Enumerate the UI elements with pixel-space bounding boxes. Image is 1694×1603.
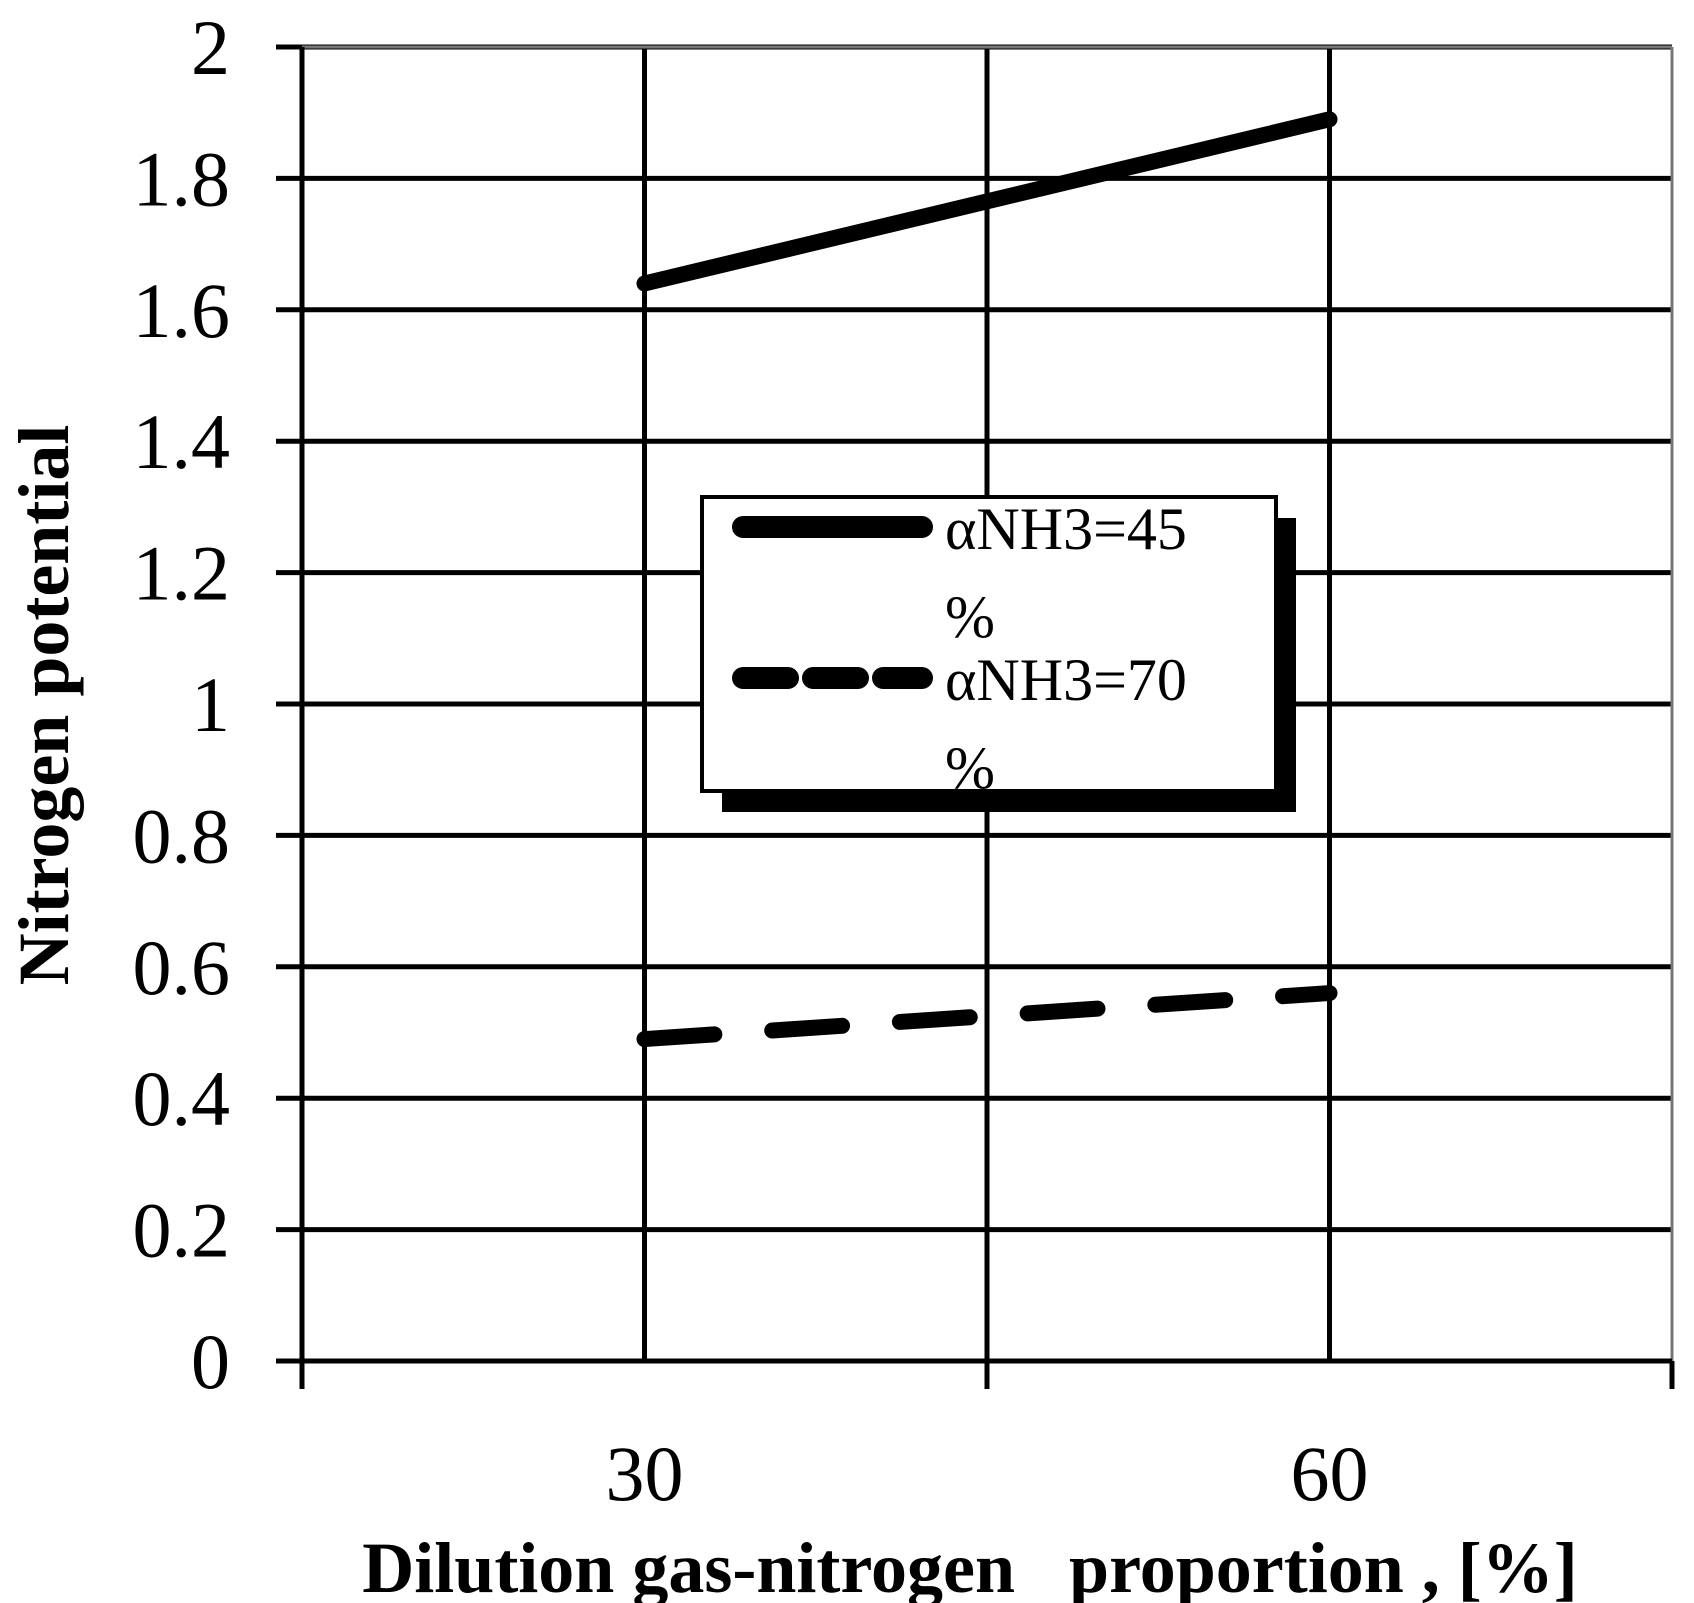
y-tick-label: 1 (191, 661, 230, 748)
series-line-1 (636, 111, 1338, 292)
legend-label-2: % (945, 735, 995, 801)
legend-label-1: % (945, 584, 995, 650)
y-tick-label: 1.6 (133, 267, 231, 354)
legend-label-2: αNH3=70 (945, 647, 1187, 713)
y-tick-label: 0.8 (133, 792, 231, 879)
y-tick-label: 1.4 (133, 398, 231, 485)
x-tick-label: 60 (1291, 1430, 1369, 1517)
y-tick-label: 2 (191, 4, 230, 91)
axes (276, 44, 1675, 1389)
series-line-2 (636, 985, 1338, 1048)
y-axis-title: Nitrogen potential (4, 425, 84, 986)
x-tick-label: 30 (606, 1430, 684, 1517)
y-tick-label: 1.2 (133, 530, 231, 617)
legend: αNH3=45%αNH3=70% (700, 495, 1296, 812)
y-tick-label: 0.4 (133, 1055, 231, 1142)
y-tick-label: 0.6 (133, 924, 231, 1011)
y-tick-label: 1.8 (133, 135, 231, 222)
x-axis-title: Dilution gas-nitrogen proportion , [%] (362, 1528, 1577, 1603)
y-tick-label: 0.2 (133, 1187, 231, 1274)
legend-box (700, 495, 1278, 793)
y-tick-label: 0 (191, 1318, 230, 1405)
series-lines (636, 111, 1338, 1048)
legend-label-1: αNH3=45 (945, 496, 1187, 562)
tick-labels: 0 0.2 0.4 0.6 0.8 1 1.2 1.4 1.6 1.8 2 30 60 (133, 4, 1369, 1517)
